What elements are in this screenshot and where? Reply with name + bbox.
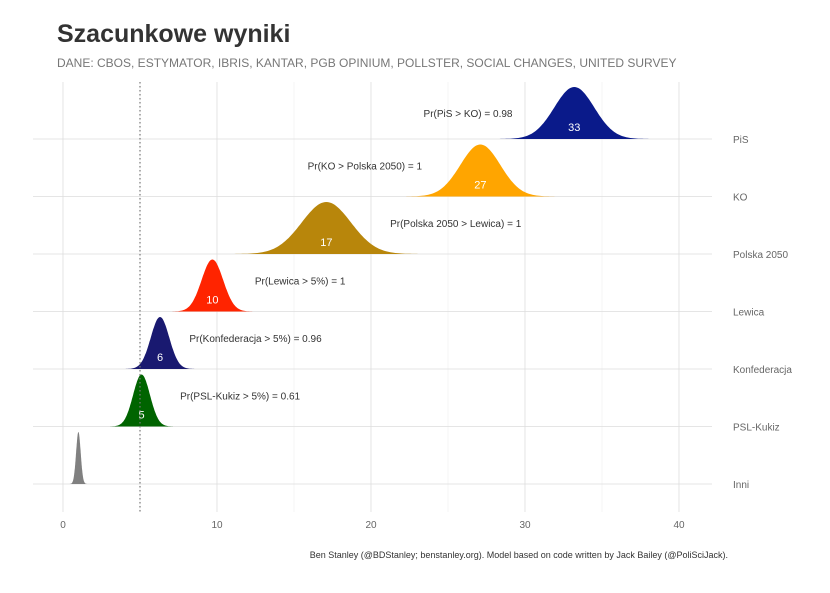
density-ko xyxy=(400,144,561,197)
probability-annotation: Pr(PSL-Kukiz > 5%) = 0.61 xyxy=(180,392,300,403)
probability-annotation: Pr(Lewica > 5%) = 1 xyxy=(255,277,346,288)
probability-annotation: Pr(Polska 2050 > Lewica) = 1 xyxy=(390,219,522,230)
mean-label: 10 xyxy=(206,295,218,307)
y-tick-label: KO xyxy=(733,193,748,204)
chart-caption: Ben Stanley (@BDStanley; benstanley.org)… xyxy=(309,550,728,560)
chart-title: Szacunkowe wyniki xyxy=(57,20,291,48)
x-tick-label: 40 xyxy=(673,520,685,531)
y-tick-label: Polska 2050 xyxy=(733,250,788,261)
probability-annotation: Pr(Konfederacja > 5%) = 0.96 xyxy=(189,334,322,345)
x-tick-label: 10 xyxy=(211,520,223,531)
mean-label: 5 xyxy=(138,410,144,422)
mean-label: 17 xyxy=(320,237,332,249)
y-tick-label: Konfederacja xyxy=(733,365,792,376)
x-tick-label: 0 xyxy=(60,520,66,531)
density-polska-2050 xyxy=(227,202,425,254)
density-lewica xyxy=(169,259,256,312)
probability-annotation: Pr(KO > Polska 2050) = 1 xyxy=(308,162,423,173)
x-tick-label: 20 xyxy=(365,520,377,531)
density-konfederacja xyxy=(123,317,197,369)
y-tick-label: PSL-Kukiz xyxy=(733,423,780,434)
y-tick-label: Lewica xyxy=(733,308,765,319)
density-inni xyxy=(69,432,88,484)
mean-label: 6 xyxy=(157,352,163,364)
y-tick-label: PiS xyxy=(733,135,749,146)
probability-annotation: Pr(PiS > KO) = 0.98 xyxy=(424,109,513,120)
x-tick-label: 30 xyxy=(519,520,531,531)
mean-label: 33 xyxy=(568,122,580,134)
mean-label: 27 xyxy=(474,180,486,192)
chart-subtitle: DANE: CBOS, ESTYMATOR, IBRIS, KANTAR, PG… xyxy=(57,56,677,70)
density-pis xyxy=(494,87,655,139)
density-psl-kukiz xyxy=(107,374,176,427)
y-tick-label: Inni xyxy=(733,480,749,491)
